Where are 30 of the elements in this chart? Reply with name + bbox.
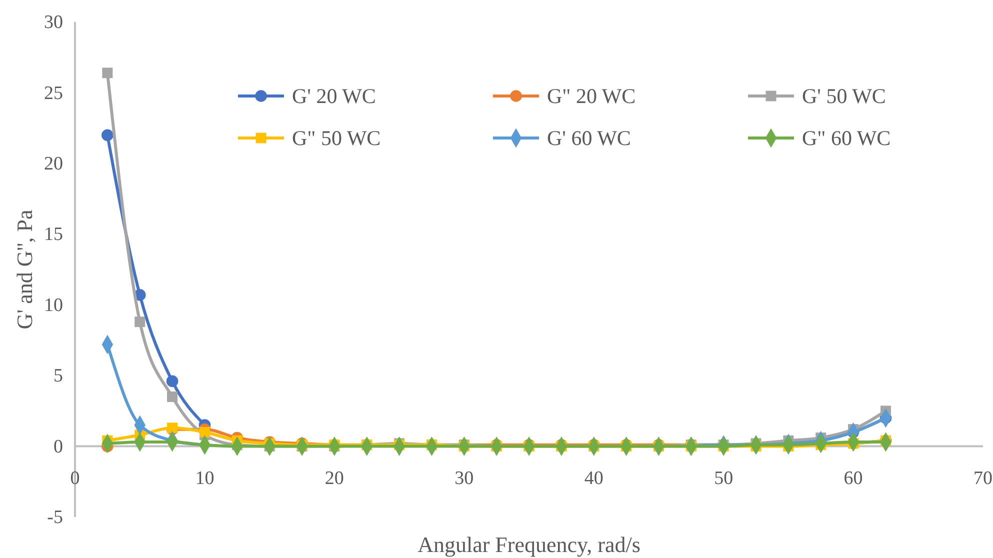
y-tick-label: 0	[54, 436, 63, 458]
y-tick-label: 5	[54, 366, 63, 387]
x-tick-label: 60	[844, 468, 863, 489]
point	[199, 426, 210, 438]
y-tick-label: 20	[44, 154, 63, 175]
y-tick-label: 25	[44, 82, 63, 104]
x-tick-label: 40	[584, 468, 604, 489]
point	[102, 68, 113, 78]
legend-label: G" 50 WC	[292, 126, 381, 150]
x-tick-label: 30	[454, 468, 474, 489]
x-axis-title: Angular Frequency, rad/s	[418, 532, 640, 557]
legend-label: G' 20 WC	[292, 84, 376, 108]
x-tick-label: 50	[714, 468, 734, 489]
x-tick-label: 20	[324, 468, 344, 489]
x-tick-label: 10	[195, 468, 214, 489]
y-tick-label: 15	[44, 224, 63, 246]
x-tick-label: 70	[974, 468, 992, 489]
legend-label: G" 20 WC	[547, 84, 636, 108]
legend-label: G' 60 WC	[547, 126, 631, 150]
y-axis-title: G' and G'', Pa	[12, 210, 37, 330]
legend-label: G' 50 WC	[802, 84, 886, 108]
y-tick-label: 30	[44, 12, 63, 34]
legend-label: G" 60 WC	[802, 126, 891, 150]
point	[134, 316, 146, 328]
y-tick-label: -5	[47, 507, 63, 528]
point	[166, 375, 178, 388]
point	[102, 129, 114, 142]
point	[167, 392, 178, 402]
y-tick-label: 10	[44, 294, 63, 316]
x-tick-label: 0	[70, 468, 80, 489]
